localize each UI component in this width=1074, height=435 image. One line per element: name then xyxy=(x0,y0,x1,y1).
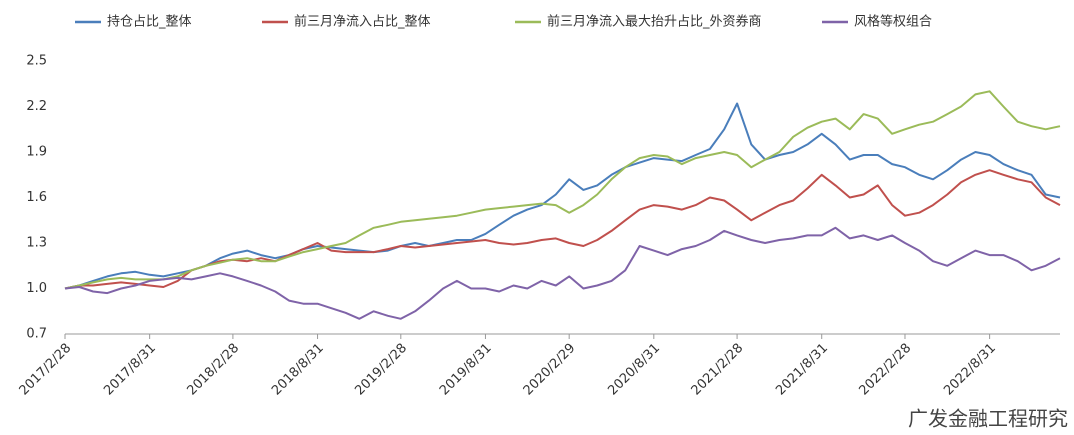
x-tick-label: 2017/8/31 xyxy=(101,341,159,399)
x-tick-label: 2022/2/28 xyxy=(857,341,915,399)
y-tick-label: 0.7 xyxy=(26,327,47,342)
y-tick-label: 1.6 xyxy=(26,190,47,205)
y-tick-label: 1.9 xyxy=(26,145,47,160)
x-tick-label: 2021/2/28 xyxy=(689,341,747,399)
x-tick-label: 2020/2/29 xyxy=(521,341,579,399)
legend-label: 风格等权组合 xyxy=(854,14,932,30)
watermark: 广发金融工程研究 xyxy=(908,407,1068,431)
legend-label: 前三月净流入最大抬升占比_外资券商 xyxy=(547,14,762,30)
y-tick-label: 1.0 xyxy=(26,281,47,296)
x-tick-label: 2020/8/31 xyxy=(605,341,663,399)
series-line xyxy=(64,90,1061,290)
x-tick-label: 2022/8/31 xyxy=(941,341,999,399)
y-tick-label: 1.3 xyxy=(26,236,47,251)
legend-label: 持仓占比_整体 xyxy=(107,15,192,30)
x-tick-label: 2019/8/31 xyxy=(437,341,495,399)
series-line xyxy=(64,226,1061,320)
x-tick-label: 2019/2/28 xyxy=(352,341,410,399)
x-tick-label: 2018/2/28 xyxy=(184,341,242,399)
x-tick-label: 2021/8/31 xyxy=(773,341,831,399)
legend-label: 前三月净流入占比_整体 xyxy=(294,14,431,30)
x-tick-label: 2017/2/28 xyxy=(17,341,75,399)
y-tick-label: 2.5 xyxy=(26,54,47,69)
x-tick-label: 2018/8/31 xyxy=(269,341,327,399)
y-tick-label: 2.2 xyxy=(26,99,47,114)
series-line xyxy=(64,102,1061,290)
